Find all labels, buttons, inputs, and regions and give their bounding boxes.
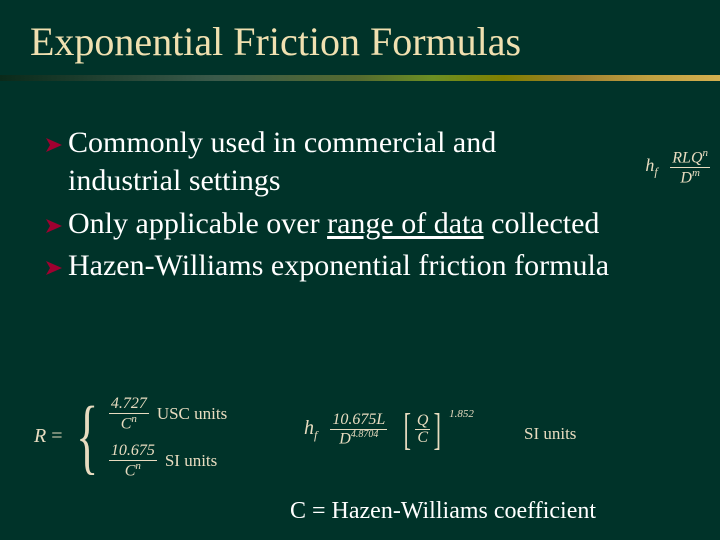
equals-placeholder <box>321 418 326 441</box>
formula-r-cases: R = { 4.727 Cn USC units 10.675 Cn SI un… <box>34 394 227 480</box>
unit-label-usc: USC units <box>157 404 227 424</box>
fraction: 10.675L D4.8704 <box>330 412 387 448</box>
bullet-text: Hazen-Williams exponential friction form… <box>68 247 609 285</box>
formula-lhs: hf <box>304 417 317 443</box>
footer-note: C = Hazen-Williams coefficient <box>290 498 596 525</box>
list-item: Commonly used in commercial and industri… <box>46 124 700 201</box>
list-item: Hazen-Williams exponential friction form… <box>46 247 700 285</box>
bracket-group: [ Q C ] <box>400 412 445 447</box>
bullet-arrow-icon <box>46 211 68 241</box>
bullet-text: Only applicable over range of data colle… <box>68 205 599 243</box>
bullet-text-b: collected <box>484 207 600 240</box>
case-usc: 4.727 Cn USC units <box>109 396 227 433</box>
bullet-text-a: Only applicable over <box>68 207 327 240</box>
page-title: Exponential Friction Formulas <box>0 0 720 75</box>
formula-lhs: hf <box>645 155 657 180</box>
formula-lhs: R <box>34 425 46 448</box>
formula-region: R = { 4.727 Cn USC units 10.675 Cn SI un… <box>34 388 694 498</box>
outer-exponent: 1.852 <box>449 408 474 420</box>
unit-label-si: SI units <box>165 451 217 471</box>
bullet-list: Commonly used in commercial and industri… <box>0 96 720 290</box>
case-si: 10.675 Cn SI units <box>109 443 227 480</box>
list-item: Only applicable over range of data colle… <box>46 205 700 243</box>
bullet-text: Commonly used in commercial and industri… <box>68 124 548 201</box>
equals-placeholder <box>662 157 667 178</box>
formula-hf-si: hf 10.675L D4.8704 [ Q C ] 1.852 <box>304 412 474 448</box>
fraction: RLQn Dm <box>670 148 710 187</box>
brace-icon: { <box>76 405 98 468</box>
fill-in-answer: range of data <box>327 207 484 240</box>
bullet-arrow-icon <box>46 130 68 160</box>
unit-label-si: SI units <box>524 424 576 444</box>
bullet-arrow-icon <box>46 253 68 283</box>
formula-hf-general: hf RLQn Dm <box>645 148 710 187</box>
